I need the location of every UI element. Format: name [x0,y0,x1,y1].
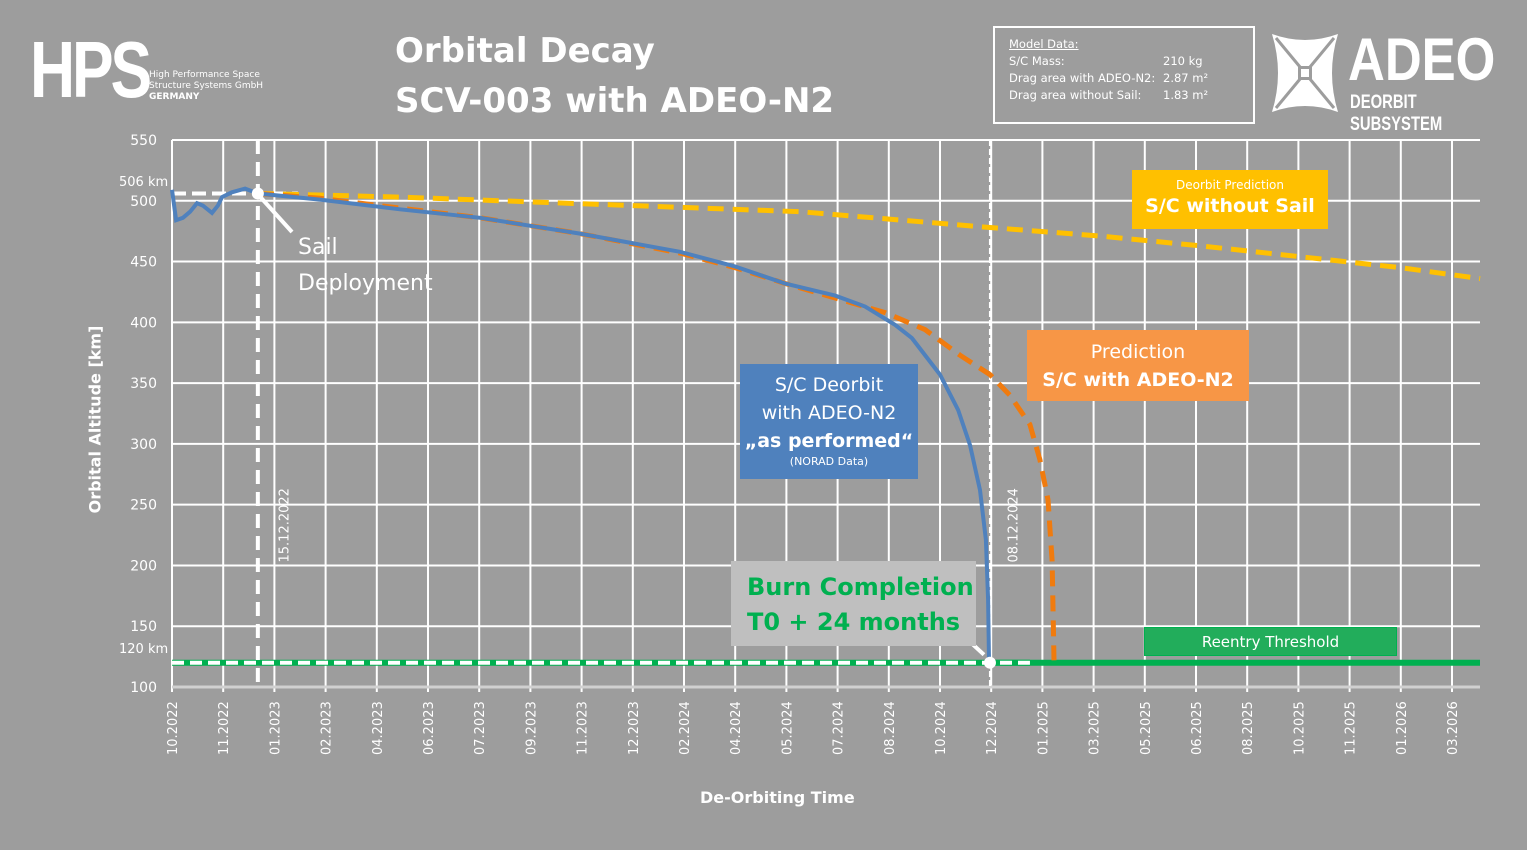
orange-box-line: Prediction [1090,341,1186,363]
model-label: Drag area with ADEO-N2: [1009,71,1156,85]
hps-sub-line: GERMANY [149,92,200,102]
model-label: S/C Mass: [1009,54,1065,68]
start-altitude-label: 506 km [119,175,169,190]
y-tick-label: 100 [130,680,157,696]
hps-subtitle: High Performance Space Structure Systems… [149,70,263,103]
x-tick-label: 11.2022 [217,701,232,755]
orange-series-box: Prediction S/C with ADEO-N2 [1027,330,1249,401]
hps-sub-line: High Performance Space [149,70,260,80]
chart-title: Orbital Decay SCV-003 with ADEO-N2 [395,26,834,126]
y-tick-label: 200 [130,558,157,574]
model-value: 1.83 m² [1163,88,1209,102]
blue-series-box: S/C Deorbit with ADEO-N2 „as performed“ … [740,364,918,479]
x-tick-label: 03.2026 [1446,701,1461,755]
burn-line: T0 + 24 months [747,608,961,636]
adeo-sail-icon [1272,34,1338,112]
model-value: 2.87 m² [1163,71,1209,85]
blue-box-line: „as performed“ [744,430,914,452]
x-tick-label: 07.2023 [473,701,488,755]
model-data-heading: Model Data: [1009,37,1079,51]
reentry-altitude-label: 120 km [119,642,169,657]
x-axis-label: De-Orbiting Time [700,788,855,807]
x-tick-label: 08.2024 [883,701,898,755]
model-row: Drag area with ADEO-N2: 2.87 m² [1009,70,1239,87]
yellow-series-box: Deorbit Prediction S/C without Sail [1132,170,1328,229]
model-value: 210 kg [1163,54,1203,68]
x-tick-label: 08.2025 [1241,701,1256,755]
x-tick-label: 01.2026 [1395,701,1410,755]
x-tick-label: 01.2025 [1036,701,1051,755]
x-tick-label: 07.2024 [832,701,847,755]
reentry-threshold-box: Reentry Threshold [1144,627,1397,656]
burn-completion-box: Burn Completion T0 + 24 months [731,561,976,646]
end-date-label: 08.12.2024 [1006,488,1022,563]
x-tick-label: 10.2024 [934,701,949,755]
model-label: Drag area without Sail: [1009,88,1142,102]
x-tick-label: 10.2022 [166,701,181,755]
x-tick-label: 10.2025 [1292,701,1307,755]
model-row: S/C Mass: 210 kg [1009,53,1239,70]
title-line-2: SCV-003 with ADEO-N2 [395,81,835,121]
model-data-box: Model Data: S/C Mass: 210 kg Drag area wi… [993,26,1255,124]
y-tick-label: 550 [130,133,157,149]
tick-labels: 100 150 200 250 300 350 400 450 500 550 10.2022 11.… [130,133,1461,755]
y-tick-label: 250 [130,498,157,514]
y-axis-label: Orbital Altitude [km] [85,325,105,514]
sail-deployment-label: Sail Deployment [298,230,433,302]
model-row: Drag area without Sail: 1.83 m² [1009,87,1239,104]
orange-box-line: S/C with ADEO-N2 [1042,369,1234,391]
burn-completion-marker [983,656,996,669]
y-tick-label: 150 [130,619,157,635]
y-tick-label: 350 [130,376,157,392]
series-line-0 [170,186,991,661]
x-tick-label: 06.2023 [422,701,437,755]
x-tick-label: 01.2023 [268,701,283,755]
y-tick-label: 500 [130,194,157,210]
title-line-1: Orbital Decay [395,31,655,71]
x-tick-label: 06.2025 [1190,701,1205,755]
x-tick-label: 12.2023 [627,701,642,755]
hps-logo: HPS [30,25,152,114]
blue-box-line: (NORAD Data) [789,455,869,468]
x-tick-label: 04.2023 [371,701,386,755]
sail-pointer-arrow [258,195,294,234]
x-tick-label: 04.2024 [729,701,744,755]
hps-sub-line: Structure Systems GmbH [149,81,264,91]
yellow-box-line: S/C without Sail [1145,195,1315,217]
x-tick-label: 12.2024 [985,701,1000,755]
burn-line: Burn Completion [747,573,974,601]
x-tick-label: 03.2025 [1088,701,1103,755]
y-tick-label: 450 [130,255,157,271]
x-tick-label: 05.2024 [780,701,795,755]
y-tick-label: 300 [130,437,157,453]
x-tick-label: 02.2024 [678,701,693,755]
y-tick-label: 400 [130,315,157,331]
series-line-1 [257,191,1057,661]
series-lines [170,186,1481,661]
x-tick-label: 11.2023 [576,701,591,755]
x-tick-label: 11.2025 [1344,701,1359,755]
sail-date-label: 15.12.2022 [277,488,293,563]
yellow-box-line: Deorbit Prediction [1176,178,1284,192]
series-line-2 [257,191,1481,282]
adeo-logo-text: ADEO [1348,26,1496,93]
x-tick-label: 05.2025 [1139,701,1154,755]
x-tick-label: 09.2023 [524,701,539,755]
x-tick-label: 02.2023 [320,701,335,755]
blue-box-line: with ADEO-N2 [761,402,897,424]
sail-label-line: Sail [298,235,338,260]
blue-box-line: S/C Deorbit [774,374,884,396]
sail-label-line: Deployment [298,271,433,296]
adeo-logo-subtitle: DEORBIT SUBSYSTEM [1350,92,1443,135]
